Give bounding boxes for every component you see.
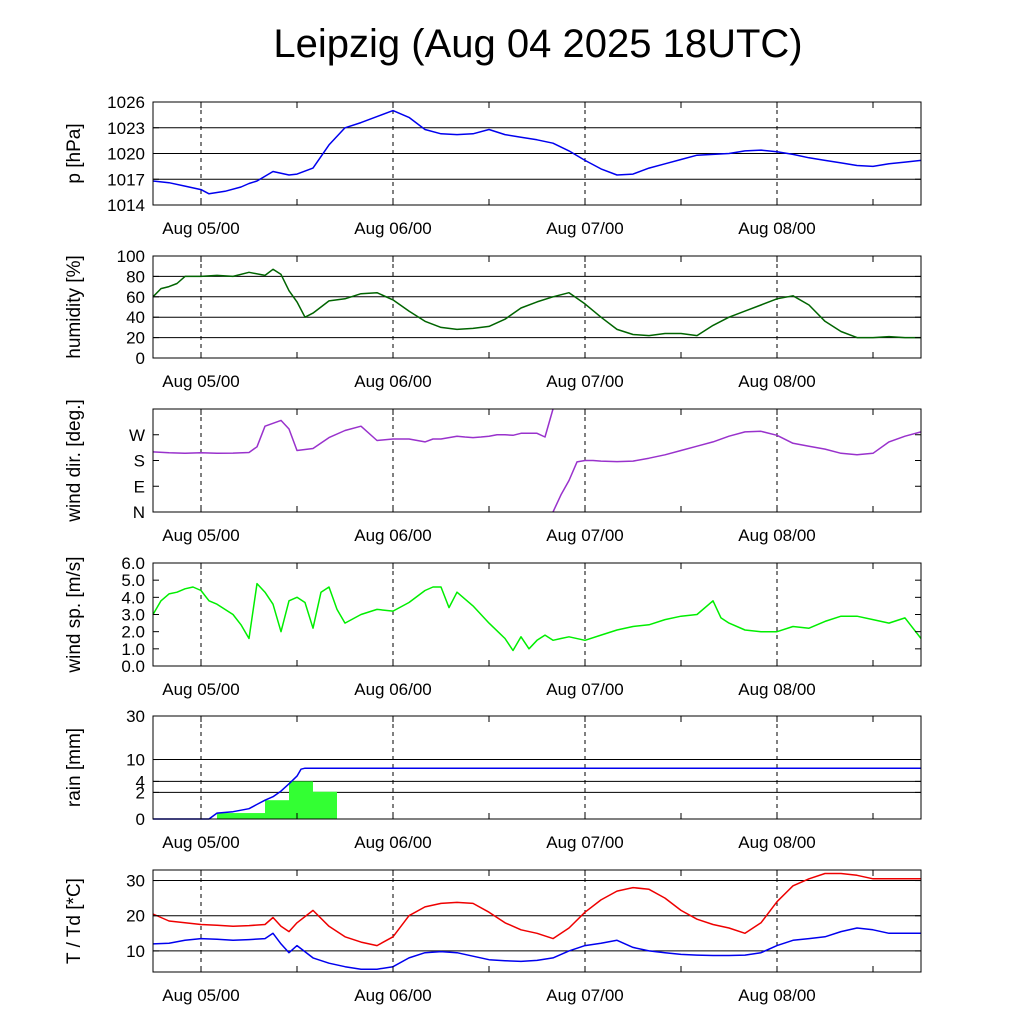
y-tick-label: 1014: [107, 196, 145, 215]
y-tick-label: 5.0: [121, 571, 145, 590]
x-tick-label: Aug 08/00: [738, 526, 816, 545]
x-tick-label: Aug 06/00: [354, 986, 432, 1005]
y-tick-label: 80: [126, 267, 145, 286]
chart-panel-5: 0 24 10 30 Aug 05/00 Aug 06/00 Aug 07/00 Aug 08…: [64, 707, 922, 852]
y-axis-label: wind dir. [deg.]: [64, 399, 85, 523]
x-tick-label: Aug 06/00: [354, 833, 432, 852]
x-tick-label: Aug 08/00: [738, 372, 816, 391]
series-line-1: [152, 268, 921, 339]
x-tick-label: Aug 05/00: [162, 372, 240, 391]
y-tick-label: 40: [126, 308, 145, 327]
y-axis-label: humidity [%]: [64, 255, 85, 358]
x-tick-label: Aug 05/00: [162, 833, 240, 852]
x-tick-label: Aug 07/00: [546, 986, 624, 1005]
rain-bar: [217, 813, 265, 819]
chart-title: Leipzig (Aug 04 2025 18UTC): [273, 22, 803, 66]
x-tick-label: Aug 06/00: [354, 372, 432, 391]
x-tick-label: Aug 06/00: [354, 219, 432, 238]
series-line-1: [152, 109, 922, 195]
plot-frame: [152, 255, 922, 359]
y-tick-label: 30: [126, 872, 145, 891]
y-tick-label: S: [134, 452, 145, 471]
x-tick-label: Aug 06/00: [354, 680, 432, 699]
plot-frame: [152, 715, 922, 820]
rain-bar: [313, 791, 337, 819]
y-tick-label: 1.0: [121, 640, 145, 659]
y-tick-label: 10: [126, 751, 145, 770]
y-axis-label: p [hPa]: [64, 123, 85, 183]
series-line-1: [153, 767, 921, 820]
rain-bar: [265, 800, 289, 819]
y-tick-label: 2.0: [121, 623, 145, 642]
y-tick-label: E: [134, 477, 145, 496]
y-tick-label: 0: [136, 349, 145, 368]
chart-panel-1: 1014 1017 1020 1023 1026 Aug 05/00 Aug 06/00 Au…: [64, 93, 922, 238]
y-tick-label: 4: [136, 772, 145, 791]
y-tick-label: W: [129, 426, 145, 445]
x-tick-label: Aug 07/00: [546, 219, 624, 238]
chart-panel-4: 0.01.02.03.04.05.06.0 Aug 05/00 Aug 06/00 A…: [64, 554, 922, 699]
y-tick-label: 1023: [107, 119, 145, 138]
x-tick-label: Aug 07/00: [546, 833, 624, 852]
x-tick-label: Aug 07/00: [546, 526, 624, 545]
y-tick-label: 2: [136, 783, 145, 802]
y-tick-label: 4.0: [121, 588, 145, 607]
y-tick-label: 1026: [107, 93, 145, 112]
x-tick-label: Aug 07/00: [546, 680, 624, 699]
x-tick-label: Aug 05/00: [162, 986, 240, 1005]
x-tick-label: Aug 08/00: [738, 986, 816, 1005]
series-line-1: [152, 582, 922, 652]
y-tick-label: 20: [126, 329, 145, 348]
y-tick-label: 30: [126, 707, 145, 726]
y-tick-label: 1017: [107, 170, 145, 189]
x-tick-label: Aug 08/00: [738, 833, 816, 852]
rain-bar: [289, 781, 313, 819]
series-line-1: [152, 408, 554, 455]
y-axis-label: T / Td [*C]: [64, 878, 85, 964]
x-tick-label: Aug 08/00: [738, 680, 816, 699]
x-tick-label: Aug 05/00: [162, 219, 240, 238]
y-tick-label: 10: [126, 942, 145, 961]
y-tick-label: 0: [136, 810, 145, 829]
x-tick-label: Aug 05/00: [162, 526, 240, 545]
y-axis-label: rain [mm]: [64, 728, 85, 807]
y-tick-label: 6.0: [121, 554, 145, 573]
y-tick-label: 0.0: [121, 657, 145, 676]
y-tick-label: 3.0: [121, 606, 145, 625]
x-tick-label: Aug 06/00: [354, 526, 432, 545]
y-tick-label: N: [133, 503, 145, 522]
y-tick-label: 60: [126, 288, 145, 307]
series-line-1: [552, 430, 922, 513]
chart-panel-6: 10 20 30 Aug 05/00 Aug 06/00 Aug 07/00 Aug 08/…: [64, 869, 922, 1005]
x-tick-label: Aug 07/00: [546, 372, 624, 391]
plot-frame: [152, 562, 922, 667]
y-tick-label: 1020: [107, 145, 145, 164]
x-tick-label: Aug 08/00: [738, 219, 816, 238]
x-tick-label: Aug 05/00: [162, 680, 240, 699]
y-tick-label: 20: [126, 907, 145, 926]
y-tick-label: 100: [117, 247, 145, 266]
y-axis-label: wind sp. [m/s]: [64, 556, 85, 673]
series-line-2: [152, 927, 921, 970]
plot-frame: [152, 869, 922, 973]
series-line-1: [152, 872, 921, 947]
